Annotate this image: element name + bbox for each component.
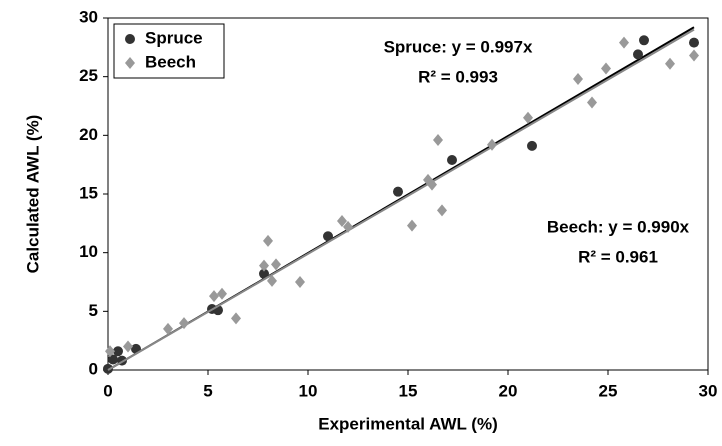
x-tick-label: 15	[399, 381, 418, 400]
legend-label: Spruce	[145, 28, 203, 47]
point	[259, 268, 269, 279]
point	[437, 204, 447, 217]
point	[217, 287, 227, 300]
y-tick-label: 5	[89, 301, 98, 320]
x-tick-label: 20	[499, 381, 518, 400]
annotation: Spruce: y = 0.997x	[384, 37, 533, 56]
point	[523, 111, 533, 124]
x-tick-label: 10	[299, 381, 318, 400]
point	[271, 258, 281, 271]
point	[639, 35, 649, 46]
y-tick-label: 30	[79, 7, 98, 26]
point	[263, 234, 273, 247]
point	[231, 312, 241, 325]
point	[689, 49, 699, 62]
x-axis-label: Experimental AWL (%)	[318, 414, 497, 433]
annotation: Beech: y = 0.990x	[547, 217, 690, 236]
point	[447, 154, 457, 165]
point	[105, 345, 115, 358]
legend-label: Beech	[145, 52, 196, 71]
point	[689, 37, 699, 48]
point	[323, 231, 333, 242]
x-tick-label: 30	[699, 381, 718, 400]
point	[393, 186, 403, 197]
point	[587, 96, 597, 109]
point	[601, 62, 611, 75]
point	[619, 36, 629, 49]
annotation: R² = 0.961	[578, 247, 658, 266]
point	[259, 259, 269, 272]
legend-marker	[125, 34, 135, 44]
point	[108, 354, 118, 365]
y-tick-label: 20	[79, 125, 98, 144]
point	[267, 274, 277, 287]
point	[407, 219, 417, 232]
point	[527, 140, 537, 151]
y-tick-label: 15	[79, 183, 98, 202]
annotation: R² = 0.993	[418, 67, 498, 86]
point	[665, 57, 675, 70]
point	[295, 276, 305, 288]
point	[487, 138, 497, 151]
y-tick-label: 25	[79, 66, 98, 85]
point	[103, 363, 113, 374]
point	[337, 214, 347, 227]
point	[179, 317, 189, 330]
point	[427, 178, 437, 191]
legend-marker	[125, 57, 135, 69]
y-tick-label: 0	[89, 359, 98, 378]
point	[113, 346, 123, 357]
point	[163, 322, 173, 335]
fit-line	[107, 28, 695, 371]
x-tick-label: 25	[599, 381, 618, 400]
point	[123, 340, 133, 353]
point	[573, 73, 583, 86]
x-tick-label: 5	[203, 381, 212, 400]
point	[433, 134, 443, 147]
y-tick-label: 10	[79, 242, 98, 261]
point	[633, 49, 643, 60]
point	[209, 290, 219, 303]
y-axis-label: Calculated AWL (%)	[23, 115, 42, 274]
legend-box	[113, 23, 225, 79]
x-tick-label: 0	[103, 381, 112, 400]
point	[343, 220, 353, 233]
